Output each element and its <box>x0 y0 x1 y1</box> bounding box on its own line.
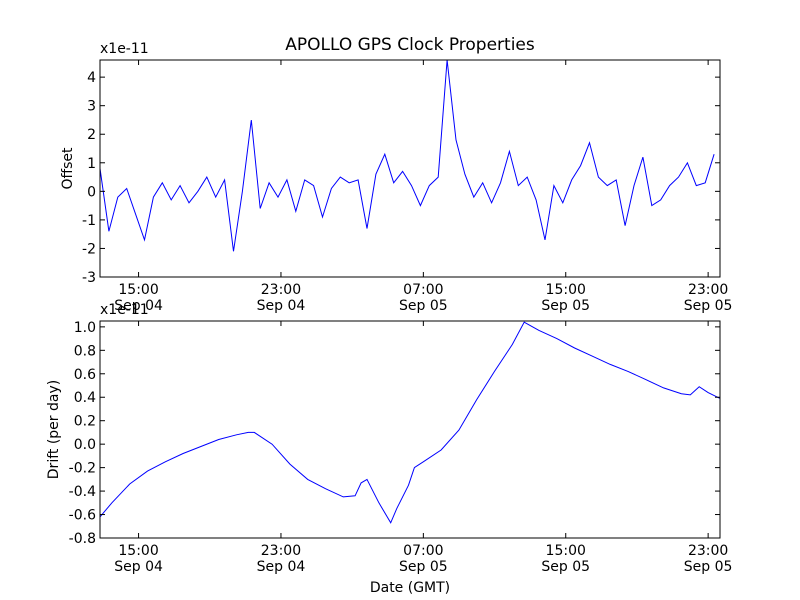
offset-x-tick-date: Sep 04 <box>114 298 163 314</box>
offset-x-tick-time: 15:00 <box>118 282 158 298</box>
offset-x-tick-date: Sep 05 <box>541 298 590 314</box>
drift-x-tick-date: Sep 05 <box>684 559 733 575</box>
drift-x-tick-time: 23:00 <box>261 543 301 559</box>
drift-x-tick-date: Sep 05 <box>399 559 448 575</box>
offset-y-tick-label: 2 <box>87 127 96 143</box>
drift-y-tick-label: -0.4 <box>69 484 96 500</box>
offset-series-line <box>100 60 715 252</box>
offset-y-tick-label: 1 <box>87 156 96 172</box>
drift-y-tick-label: 0.0 <box>74 437 96 453</box>
offset-y-multiplier: x1e-11 <box>100 41 149 57</box>
drift-x-tick-date: Sep 04 <box>114 559 163 575</box>
drift-x-tick-date: Sep 05 <box>541 559 590 575</box>
drift-y-tick-label: 1.0 <box>74 320 96 336</box>
offset-x-tick-time: 07:00 <box>403 282 443 298</box>
drift-y-multiplier: x1e-11 <box>100 302 149 318</box>
x-axis-label: Date (GMT) <box>370 580 450 596</box>
drift-y-tick-label: 0.4 <box>74 390 96 406</box>
drift-y-tick-label: 0.2 <box>74 414 96 430</box>
offset-x-tick-date: Sep 05 <box>684 298 733 314</box>
drift-x-tick-time: 15:00 <box>546 543 586 559</box>
offset-x-tick-time: 15:00 <box>546 282 586 298</box>
drift-y-tick-label: -0.6 <box>69 508 96 524</box>
drift-x-tick-time: 07:00 <box>403 543 443 559</box>
offset-x-tick-date: Sep 05 <box>399 298 448 314</box>
drift-series-line <box>100 321 720 524</box>
drift-y-tick-label: 0.8 <box>74 343 96 359</box>
offset-y-tick-label: 3 <box>87 99 96 115</box>
offset-y-tick-label: -3 <box>82 270 96 286</box>
offset-y-tick-label: -2 <box>82 241 96 257</box>
offset-x-tick-time: 23:00 <box>688 282 728 298</box>
chart-title: APOLLO GPS Clock Properties <box>285 35 535 55</box>
drift-x-tick-time: 15:00 <box>118 543 158 559</box>
drift-x-tick-time: 23:00 <box>688 543 728 559</box>
offset-y-tick-label: -1 <box>82 213 96 229</box>
drift-plot-frame <box>99 320 721 539</box>
offset-y-axis-label: Offset <box>60 147 76 190</box>
offset-y-tick-label: 0 <box>87 184 96 200</box>
drift-y-tick-label: 0.6 <box>74 367 96 383</box>
drift-x-tick-date: Sep 04 <box>257 559 306 575</box>
offset-x-tick-time: 23:00 <box>261 282 301 298</box>
offset-plot-frame <box>99 59 721 278</box>
drift-y-tick-label: -0.8 <box>69 531 96 547</box>
offset-y-tick-label: 4 <box>87 70 96 86</box>
offset-x-tick-date: Sep 04 <box>257 298 306 314</box>
drift-panel: -0.8-0.6-0.4-0.20.00.20.40.60.81.015:00S… <box>46 302 732 575</box>
drift-y-axis-label: Drift (per day) <box>46 380 62 479</box>
drift-y-tick-label: -0.2 <box>69 461 96 477</box>
